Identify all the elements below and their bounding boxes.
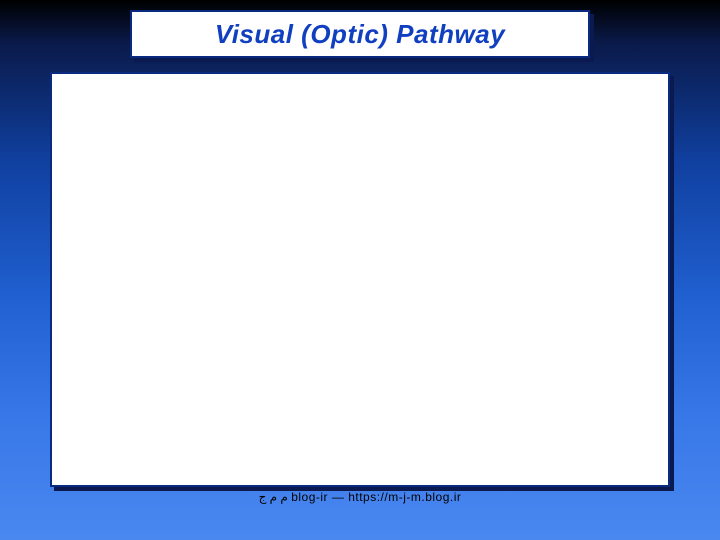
slide-title: Visual (Optic) Pathway xyxy=(215,19,505,50)
footer-text: ﻡ ﻡ ﺝ blog-ir — https://m-j-m.blog.ir xyxy=(0,490,720,504)
content-box xyxy=(50,72,670,487)
title-box: Visual (Optic) Pathway xyxy=(130,10,590,58)
slide: Visual (Optic) Pathway ﻡ ﻡ ﺝ blog-ir — h… xyxy=(0,0,720,540)
